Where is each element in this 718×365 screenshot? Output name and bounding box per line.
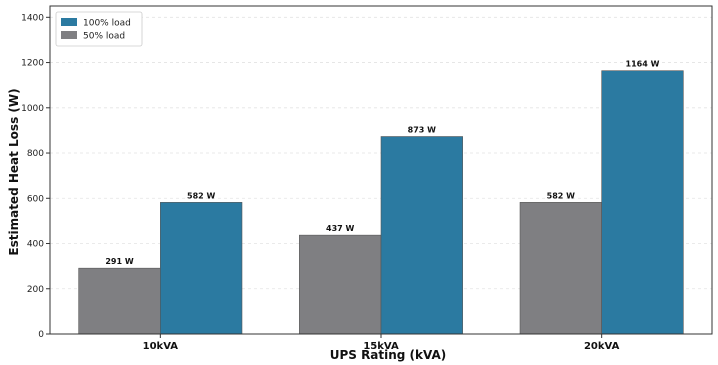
y-tick-label: 400 [27,240,44,250]
legend-label: 50% load [83,32,125,42]
legend-label: 100% load [83,19,131,29]
legend-box [55,11,143,47]
y-axis-title: Estimated Heat Loss (W) [7,88,21,255]
legend: 100% load 50% load [55,11,143,47]
legend-swatch [61,18,77,26]
data-label: 291 W [105,257,133,266]
data-labels: 291 W 582 W 437 W 873 W 582 W 1164 W [105,60,659,266]
bar-100-load-10kva [160,202,243,335]
data-label: 873 W [408,126,436,135]
bar-100-load-20kva [601,70,684,335]
x-axis-title: UPS Rating (kVA) [330,348,447,362]
data-label: 1164 W [626,60,660,69]
x-tick-label: 20kVA [584,341,620,352]
bar-50-load-10kva [78,267,161,335]
y-tick-label: 200 [27,285,44,295]
y-tick-label: 1400 [21,13,44,23]
bar-50-load-20kva [519,202,602,335]
y-tick-label: 1000 [21,104,44,114]
x-tick-label: 15kVA [363,341,399,352]
bar-50-load-15kva [299,234,382,335]
y-tick-label: 600 [27,194,44,204]
y-tick-label: 0 [38,330,44,340]
x-tick-label: 10kVA [143,341,179,352]
bar-100-load-15kva [380,136,463,335]
axes: 0 200 400 600 800 1000 1200 1400 10kVA 15kVA 20kVA [21,5,713,352]
data-label: 582 W [547,191,575,200]
y-tick-label: 800 [27,149,44,159]
bars [78,70,684,335]
data-label: 582 W [187,191,215,200]
y-tick-label: 1200 [21,59,44,69]
data-label: 437 W [326,224,354,233]
legend-swatch [61,31,77,39]
